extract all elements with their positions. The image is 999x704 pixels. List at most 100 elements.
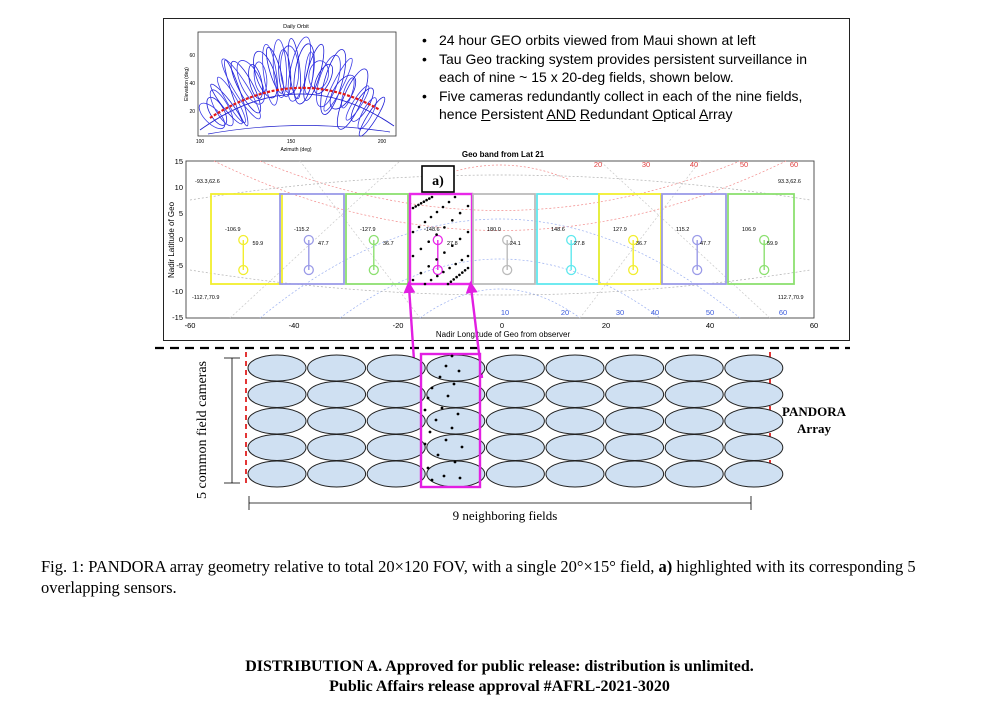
array-dot: [458, 476, 462, 480]
field-dot: [454, 262, 458, 266]
array-dot: [456, 412, 460, 416]
cols-label: 9 neighboring fields: [453, 508, 558, 523]
geo-y-tick: 0: [179, 235, 183, 244]
field-dot: [451, 219, 454, 222]
geo-field-box: [536, 193, 600, 285]
field-dot: [458, 211, 462, 215]
geo-field-label-bottom: 47.7: [318, 241, 329, 247]
geo-y-tick: 5: [179, 209, 183, 218]
array-camera-cell: [485, 381, 545, 408]
geo-arc-label: 40: [690, 160, 698, 169]
array-camera-cell: [366, 460, 426, 488]
array-camera-cell: [307, 460, 367, 488]
distribution-line: Public Affairs release approval #AFRL-20…: [329, 678, 670, 695]
orbit-plot-y-ticks: 60 40 20: [189, 53, 195, 115]
array-cells: [247, 354, 784, 488]
orbit-loops: [198, 36, 386, 137]
array-dot: [434, 418, 438, 422]
geo-grid-arc: [599, 160, 771, 319]
array-camera-cell: [366, 354, 426, 382]
field-dot: [463, 269, 467, 272]
array-dot: [460, 445, 464, 449]
geo-grid-arc: [579, 160, 701, 319]
caption-text: highlighted with its corresponding 5 ove…: [41, 557, 916, 597]
orbit-loop: [236, 60, 265, 105]
array-dot: [446, 394, 450, 398]
array-camera-cell: [664, 434, 724, 461]
bullet-text: ersistent: [490, 106, 547, 123]
highlight-field-dots: [411, 195, 470, 286]
geo-plot: Geo band from Lat 21 15 10 5 0 -5 -10 -1…: [167, 150, 818, 339]
array-dot: [428, 430, 432, 434]
geo-field-label-top: 148.6: [551, 227, 565, 233]
geo-field-marker: [759, 234, 770, 246]
field-dot: [466, 254, 470, 258]
geo-field-label-top: 127.9: [613, 227, 627, 233]
field-dot: [429, 215, 433, 219]
array-camera-cell: [664, 460, 724, 488]
bullet-item: Tau Geo tracking system provides persist…: [417, 50, 824, 87]
field-dot: [435, 210, 439, 214]
field-dot: [443, 226, 446, 229]
field-dot: [451, 244, 454, 247]
bullet-underlined: A: [699, 106, 709, 123]
geo-arc-label: 30: [616, 308, 624, 317]
geo-field-marker: [303, 264, 314, 276]
field-dot: [411, 230, 415, 234]
field-dot: [425, 198, 428, 202]
geo-field-label-top: -115.2: [294, 227, 309, 233]
orbit-geo-belt: [209, 86, 381, 119]
array-camera-cell: [247, 407, 307, 435]
orbit-loop: [304, 51, 314, 95]
field-dot: [443, 251, 446, 254]
orbit-loop: [345, 85, 370, 121]
field-dot: [446, 282, 450, 286]
geo-corner-label: -93.3,62.6: [195, 179, 220, 185]
field-dot: [466, 230, 470, 234]
geo-and-array-diagram: Geo band from Lat 21 15 10 5 0 -5 -10 -1…: [155, 150, 850, 523]
array-camera-cell: [724, 354, 784, 382]
geo-field-label-bottom: 27.8: [574, 241, 585, 247]
array-camera-cell: [724, 381, 784, 408]
array-camera-cell: [247, 460, 307, 488]
field-dot: [417, 225, 421, 229]
orbit-loop: [323, 57, 353, 112]
geo-field-marker: [566, 264, 577, 276]
geo-grid-arc: [213, 160, 787, 231]
array-camera-cell: [426, 434, 486, 461]
array-dot: [444, 438, 448, 442]
geo-x-tick: 60: [810, 321, 818, 330]
geo-field-box: [598, 193, 662, 285]
array-camera-cell: [605, 354, 665, 382]
highlight-label-box: [421, 165, 455, 193]
field-dot: [429, 278, 433, 282]
geo-bottom-arc-labels: 10 20 30 40 50 60: [501, 308, 787, 317]
array-dot: [440, 406, 444, 410]
geo-field-label-bottom: 27.8: [447, 241, 458, 247]
array-name-line2: Array: [797, 421, 831, 436]
orbit-loop: [198, 102, 226, 130]
orbit-loop: [253, 50, 278, 99]
field-dot: [414, 205, 418, 208]
geo-x-tick: -60: [185, 321, 196, 330]
geo-field-label-top: 180.0: [487, 227, 501, 233]
bullet-underlined: P: [481, 106, 491, 123]
geo-field-label-bottom: 59.9: [253, 241, 264, 247]
geo-field-label-bottom: 36.7: [636, 241, 647, 247]
array-dot: [426, 396, 430, 400]
distribution-statement: DISTRIBUTION A. Approved for public rele…: [0, 657, 999, 697]
geo-x-tick: 20: [602, 321, 610, 330]
pandora-array: 5 common field cameras 9 neighboring fie…: [195, 352, 847, 523]
array-camera-cell: [605, 407, 665, 435]
geo-y-tick: 15: [175, 157, 183, 166]
geo-x-tick: 0: [500, 321, 504, 330]
field-dot: [423, 220, 427, 224]
geo-arc-label: 20: [561, 308, 569, 317]
orbit-loop: [303, 43, 325, 101]
orbit-loop: [210, 83, 243, 125]
array-camera-cell: [426, 381, 486, 408]
geo-field-label-top: -127.9: [360, 227, 376, 233]
array-camera-cell: [545, 381, 605, 408]
field-dot: [411, 254, 415, 258]
bullet-item-redundant: Five cameras redundantly collect in each…: [417, 87, 824, 124]
